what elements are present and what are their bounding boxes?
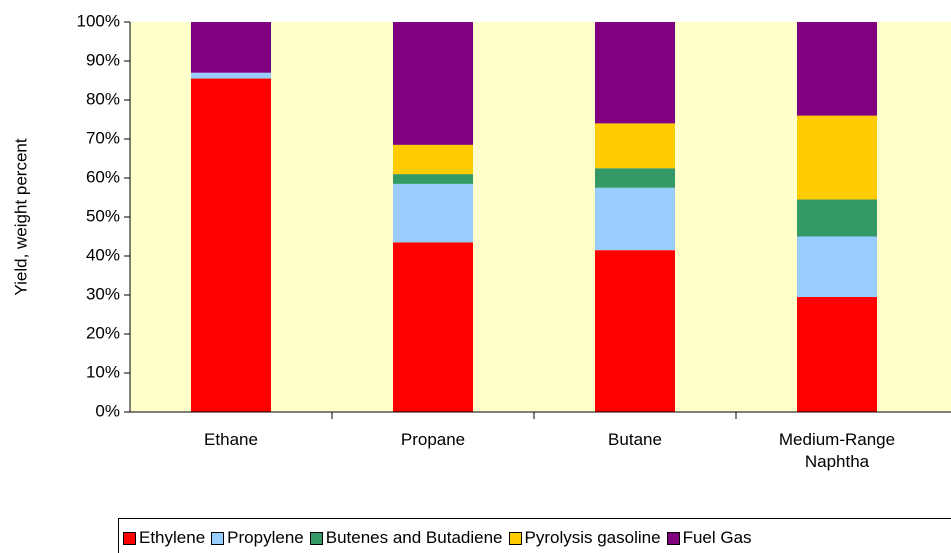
bar-segment: [393, 183, 473, 243]
y-tick-label: 10%: [86, 362, 120, 381]
legend-swatch: [309, 531, 323, 545]
legend-label: Propylene: [227, 528, 304, 547]
x-tick-label: Propane: [400, 430, 466, 449]
bar-segment: [595, 187, 675, 251]
legend-swatch: [508, 531, 522, 545]
bar-segment: [797, 236, 877, 297]
y-tick-label: 70%: [86, 128, 120, 147]
legend-entry: Propylene: [211, 528, 304, 548]
x-tick-label: Butane: [608, 430, 662, 449]
x-tick-label: Medium-Range Naphtha: [778, 430, 896, 471]
bar-segment: [797, 199, 877, 237]
y-axis-label: Yield, weight percent: [11, 138, 30, 295]
bar-segment: [797, 296, 877, 412]
bar-segment: [797, 22, 877, 116]
y-tick-label: 50%: [86, 206, 120, 225]
y-tick-label: 30%: [86, 284, 120, 303]
legend-entry: Butenes and Butadiene: [309, 528, 503, 548]
legend-swatch: [123, 531, 136, 545]
bar-segment: [595, 22, 675, 124]
bar-segment: [191, 78, 271, 413]
bar-segment: [393, 174, 473, 184]
y-tick-label: 20%: [86, 323, 120, 342]
bar-segment: [191, 72, 271, 79]
y-tick-label: 40%: [86, 245, 120, 264]
bar-segment: [393, 22, 473, 145]
legend: Ethylene Propylene Butenes and Butadiene Py…: [118, 518, 951, 553]
legend-label: Pyrolysis gasoline: [524, 528, 661, 547]
bar-segment: [191, 22, 271, 73]
x-tick-label: Ethane: [204, 430, 258, 449]
bar-segment: [393, 144, 473, 175]
legend-label: Butenes and Butadiene: [325, 528, 503, 547]
legend-label: Fuel Gas: [682, 528, 752, 547]
legend-swatch: [666, 531, 680, 545]
bar-segment: [595, 123, 675, 169]
legend-entry: Fuel Gas: [666, 528, 752, 548]
y-tick-label: 80%: [86, 89, 120, 108]
legend-entry: Pyrolysis gasoline: [508, 528, 661, 548]
bar-segment: [797, 115, 877, 200]
y-tick-label: 100%: [77, 11, 120, 30]
legend-label: Ethylene: [139, 528, 206, 547]
legend-swatch: [211, 531, 225, 545]
y-tick-label: 90%: [86, 50, 120, 69]
y-tick-label: 60%: [86, 167, 120, 186]
bar-segment: [595, 250, 675, 412]
bar-segment: [595, 168, 675, 188]
y-tick-label: 0%: [95, 401, 120, 420]
bar-segment: [393, 242, 473, 412]
legend-entry: Ethylene: [123, 528, 205, 548]
